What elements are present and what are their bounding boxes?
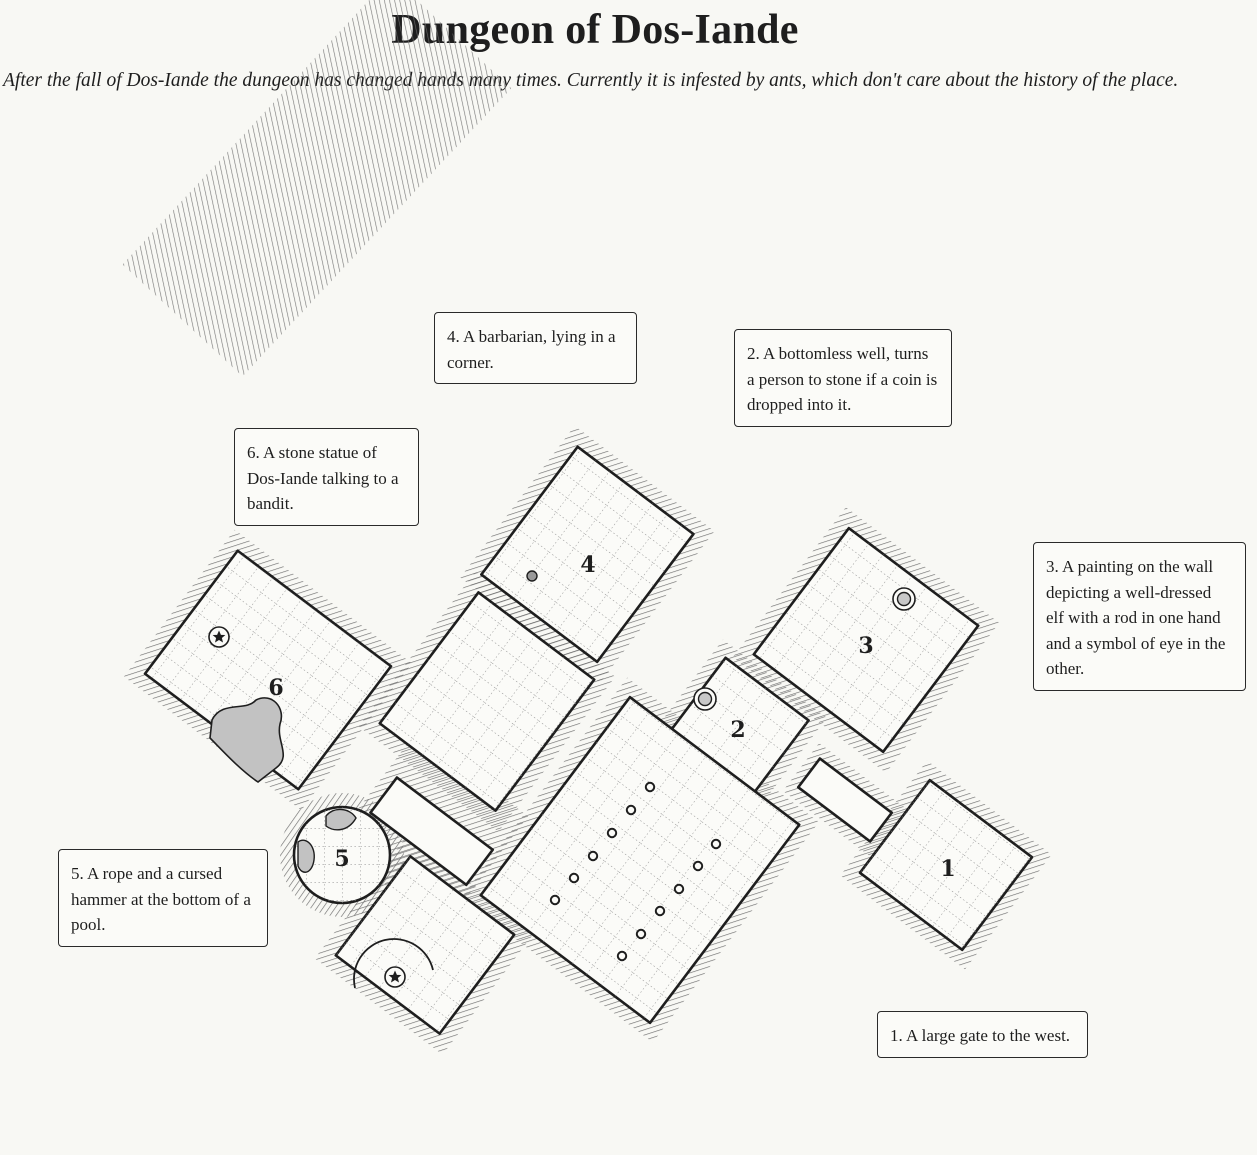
barbarian-icon xyxy=(527,571,537,581)
note-2-text: 2. A bottomless well, turns a person to … xyxy=(747,344,937,414)
pillar xyxy=(551,896,559,904)
room-label-3: 3 xyxy=(858,633,873,659)
pillar xyxy=(627,806,635,814)
well-icon xyxy=(694,688,716,710)
room-label-6: 6 xyxy=(268,675,283,701)
note-5: 5. A rope and a cursed hammer at the bot… xyxy=(58,849,268,947)
note-4-text: 4. A barbarian, lying in a corner. xyxy=(447,327,616,372)
pool-6 xyxy=(210,698,283,782)
room-label-4: 4 xyxy=(580,552,595,578)
room-label-1: 1 xyxy=(940,856,955,882)
pillar xyxy=(646,783,654,791)
pillar xyxy=(637,930,645,938)
note-3: 3. A painting on the wall depicting a we… xyxy=(1033,542,1246,691)
pillar xyxy=(570,874,578,882)
pillar xyxy=(712,840,720,848)
note-5-text: 5. A rope and a cursed hammer at the bot… xyxy=(71,864,251,934)
note-1-text: 1. A large gate to the west. xyxy=(890,1026,1070,1045)
pillar xyxy=(608,829,616,837)
pillar xyxy=(656,907,664,915)
note-2: 2. A bottomless well, turns a person to … xyxy=(734,329,952,427)
note-4: 4. A barbarian, lying in a corner. xyxy=(434,312,637,384)
note-6-text: 6. A stone statue of Dos-Iande talking t… xyxy=(247,443,399,513)
well-icon xyxy=(893,588,915,610)
pillar xyxy=(589,852,597,860)
note-6: 6. A stone statue of Dos-Iande talking t… xyxy=(234,428,419,526)
room-label-2: 2 xyxy=(730,717,745,743)
statue-icon xyxy=(385,967,405,987)
room-label-5: 5 xyxy=(334,846,349,872)
pillar xyxy=(675,885,683,893)
note-3-text: 3. A painting on the wall depicting a we… xyxy=(1046,557,1225,678)
note-1: 1. A large gate to the west. xyxy=(877,1011,1088,1058)
pillar xyxy=(694,862,702,870)
pillar xyxy=(618,952,626,960)
pool-5-west xyxy=(298,840,314,872)
statue-icon xyxy=(209,627,229,647)
